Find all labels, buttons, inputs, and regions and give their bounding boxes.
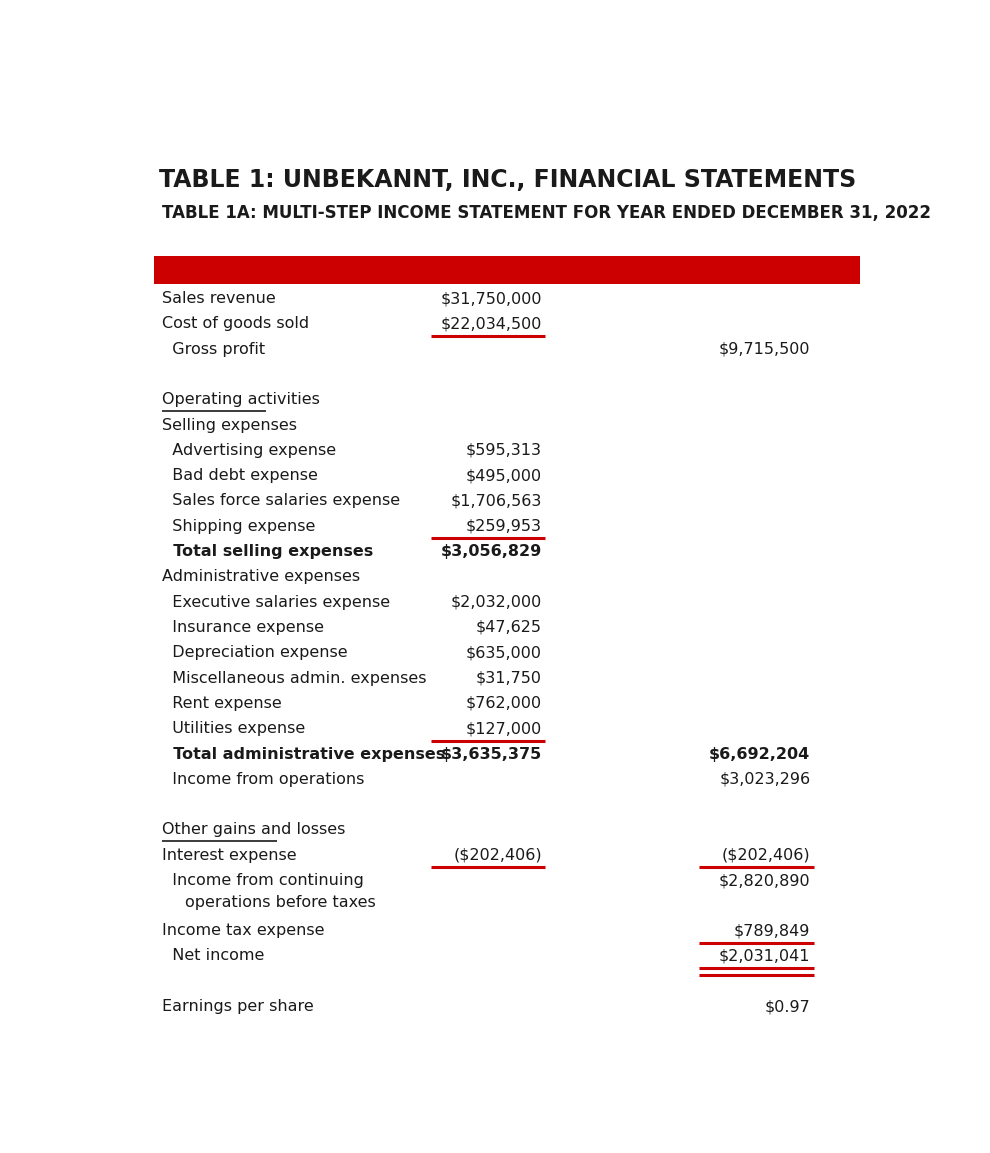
Text: $6,692,204: $6,692,204 [709,746,811,761]
Text: Sales force salaries expense: Sales force salaries expense [162,493,400,508]
Text: Miscellaneous admin. expenses: Miscellaneous admin. expenses [162,671,427,686]
Text: Bad debt expense: Bad debt expense [162,468,318,483]
Text: $2,031,041: $2,031,041 [719,949,811,964]
Text: $762,000: $762,000 [465,696,542,711]
Text: Utilities expense: Utilities expense [162,722,305,737]
Text: ($202,406): ($202,406) [722,847,811,862]
Text: Total selling expenses: Total selling expenses [162,544,373,559]
Text: operations before taxes: operations before taxes [185,895,376,910]
Text: TABLE 1A: MULTI-STEP INCOME STATEMENT FOR YEAR ENDED DECEMBER 31, 2022: TABLE 1A: MULTI-STEP INCOME STATEMENT FO… [162,204,932,223]
Text: Income from continuing: Income from continuing [162,873,364,888]
Text: $3,056,829: $3,056,829 [441,544,542,559]
Text: $31,750,000: $31,750,000 [441,291,542,306]
Text: $2,032,000: $2,032,000 [450,595,542,610]
Text: $47,625: $47,625 [476,620,542,635]
Text: Income from operations: Income from operations [162,771,364,786]
Text: $789,849: $789,849 [734,924,811,939]
Text: $259,953: $259,953 [466,519,542,534]
Bar [154,256,860,284]
Text: TABLE 1: UNBEKANNT, INC., FINANCIAL STATEMENTS: TABLE 1: UNBEKANNT, INC., FINANCIAL STAT… [158,167,856,191]
Text: $22,034,500: $22,034,500 [441,316,542,331]
Text: Net income: Net income [162,949,264,964]
Text: Other gains and losses: Other gains and losses [162,822,346,837]
Text: Executive salaries expense: Executive salaries expense [162,595,390,610]
Text: $595,313: $595,313 [466,443,542,458]
Text: $3,635,375: $3,635,375 [441,746,542,761]
Text: $9,715,500: $9,715,500 [719,341,811,356]
Text: Rent expense: Rent expense [162,696,282,711]
Text: Income tax expense: Income tax expense [162,924,325,939]
Text: Administrative expenses: Administrative expenses [162,570,360,585]
Text: Interest expense: Interest expense [162,847,297,862]
Text: $31,750: $31,750 [476,671,542,686]
Text: Advertising expense: Advertising expense [162,443,337,458]
Text: Total administrative expenses: Total administrative expenses [162,746,446,761]
Text: ($202,406): ($202,406) [453,847,542,862]
Text: Gross profit: Gross profit [162,341,265,356]
Text: $1,706,563: $1,706,563 [450,493,542,508]
Text: Operating activities: Operating activities [162,392,320,407]
Text: Shipping expense: Shipping expense [162,519,316,534]
Text: Earnings per share: Earnings per share [162,1000,314,1015]
Text: $3,023,296: $3,023,296 [720,771,811,786]
Text: $127,000: $127,000 [465,722,542,737]
Text: Cost of goods sold: Cost of goods sold [162,316,309,331]
Text: $495,000: $495,000 [465,468,542,483]
Text: $0.97: $0.97 [764,1000,811,1015]
Text: Selling expenses: Selling expenses [162,417,297,432]
Text: $635,000: $635,000 [466,646,542,661]
Text: Insurance expense: Insurance expense [162,620,324,635]
Text: $2,820,890: $2,820,890 [719,873,811,888]
Text: Sales revenue: Sales revenue [162,291,276,306]
Text: Depreciation expense: Depreciation expense [162,646,347,661]
